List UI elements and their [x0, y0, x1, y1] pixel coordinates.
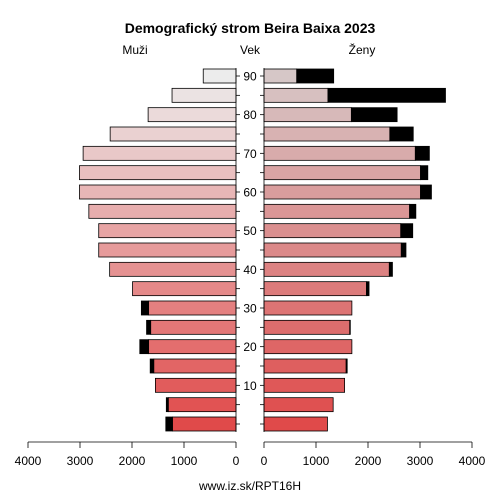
female-surplus-bar [400, 223, 414, 239]
female-surplus-bar [409, 203, 417, 219]
age-tick-label: 20 [243, 340, 257, 354]
female-surplus-bar [400, 242, 407, 258]
female-bar [263, 165, 421, 181]
female-bar [263, 87, 329, 103]
male-surplus-bar [139, 339, 150, 355]
x-tick-label: 4000 [459, 454, 486, 468]
female-bar [263, 223, 402, 239]
male-surplus-bar [149, 358, 155, 374]
female-surplus-bar [389, 126, 414, 142]
male-bar [153, 358, 237, 374]
age-tick-label: 90 [243, 70, 257, 84]
male-bar [147, 107, 237, 123]
male-bar [98, 242, 237, 258]
center-label: Vek [240, 43, 261, 57]
footer-url[interactable]: www.iz.sk/RPT16H [198, 479, 301, 493]
female-surplus-bar [366, 281, 370, 297]
x-axis: 4000 3000 2000 1000 0 0 1000 2000 3000 4000 [15, 441, 486, 468]
male-bar [79, 165, 237, 181]
male-surplus-bar [146, 319, 152, 335]
female-surplus-bar [350, 107, 398, 123]
x-tick-label: 2000 [119, 454, 146, 468]
male-bar [109, 261, 237, 277]
x-tick-label: 0 [261, 454, 268, 468]
age-tick-label: 50 [243, 224, 257, 238]
female-bar [263, 319, 351, 335]
male-surplus-bar [140, 300, 150, 316]
female-bar [263, 300, 353, 316]
bars-layer [79, 68, 446, 432]
age-tick-label: 10 [243, 379, 257, 393]
female-surplus-bar [349, 319, 351, 335]
female-bar [263, 281, 367, 297]
male-bar [167, 397, 237, 413]
female-surplus-bar [296, 68, 335, 84]
male-bar [88, 203, 237, 219]
x-tick-label: 3000 [407, 454, 434, 468]
age-tick-label: 30 [243, 302, 257, 316]
x-tick-label: 3000 [67, 454, 94, 468]
male-bar [202, 68, 237, 84]
left-label: Muži [122, 43, 147, 57]
female-bar [263, 242, 402, 258]
female-bar [263, 126, 391, 142]
age-axis: 10 20 30 40 50 60 70 80 90 [235, 68, 265, 432]
age-tick-label: 80 [243, 108, 257, 122]
male-bar [154, 377, 237, 393]
male-bar [171, 87, 237, 103]
female-surplus-bar [388, 261, 393, 277]
age-tick-label: 60 [243, 186, 257, 200]
female-bar [263, 68, 298, 84]
age-tick-label: 70 [243, 147, 257, 161]
male-bar [148, 300, 237, 316]
x-tick-label: 4000 [15, 454, 42, 468]
male-surplus-bar [165, 416, 173, 432]
female-bar [263, 397, 334, 413]
female-bar [263, 377, 345, 393]
male-bar [82, 145, 237, 161]
female-bar [263, 107, 352, 123]
female-bar [263, 261, 390, 277]
male-bar [148, 339, 237, 355]
female-surplus-bar [420, 184, 432, 200]
right-label: Ženy [349, 42, 376, 57]
male-bar [132, 281, 237, 297]
age-tick-label: 40 [243, 263, 257, 277]
male-bar [150, 319, 237, 335]
male-bar [98, 223, 237, 239]
female-bar [263, 339, 353, 355]
female-surplus-bar [345, 358, 348, 374]
female-bar [263, 203, 411, 219]
female-surplus-bar [420, 165, 429, 181]
female-surplus-bar [414, 145, 430, 161]
x-tick-label: 1000 [303, 454, 330, 468]
female-bar [263, 184, 421, 200]
male-bar [79, 184, 237, 200]
chart-title: Demografický strom Beira Baixa 2023 [125, 20, 376, 36]
female-surplus-bar [327, 87, 446, 103]
x-tick-label: 0 [233, 454, 240, 468]
female-bar [263, 358, 347, 374]
x-tick-label: 1000 [171, 454, 198, 468]
male-bar [172, 416, 237, 432]
x-tick-label: 2000 [355, 454, 382, 468]
female-bar [263, 416, 328, 432]
male-bar [109, 126, 237, 142]
female-bar [263, 145, 416, 161]
